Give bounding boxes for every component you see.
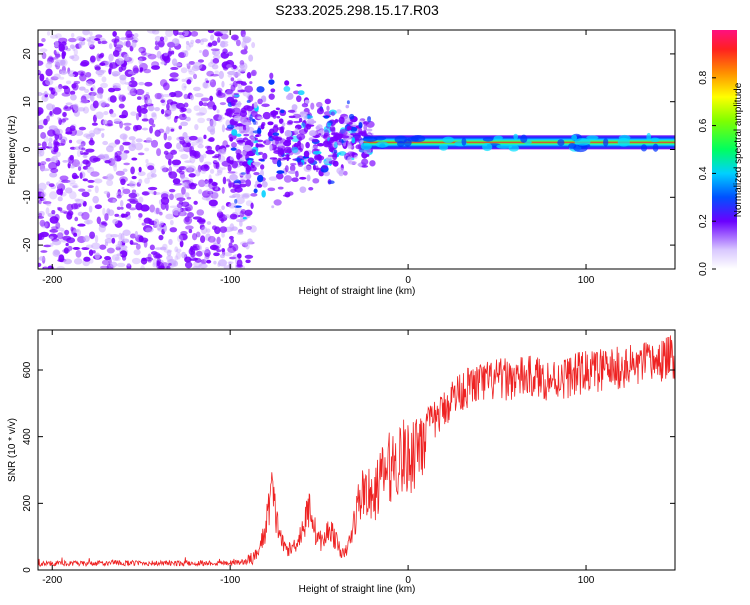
snr-background [38,330,675,570]
snr-xtick-label: 100 [578,575,595,586]
spectrogram-xlabel: Height of straight line (km) [299,286,416,297]
colorbar-tick-label: 0.6 [698,118,709,132]
snr-ytick-label: 200 [22,495,33,512]
signal-band [360,132,675,153]
snr-axes: -200 -100 0 100 0 200 400 600 [22,330,675,586]
snr-series-line [38,335,675,568]
spectrogram-ytick-label: 10 [22,96,33,108]
snr-panel: -200 -100 0 100 0 200 400 600 Height of straigh… [7,329,676,595]
colorbar-tick-label: 0.2 [698,214,709,228]
colorbar-gradient [712,30,737,269]
spectrogram-ytick-label: -10 [22,190,33,205]
snr-xtick-label: 0 [405,575,411,586]
colorbar-tick-label: 0.0 [698,262,709,276]
spectrogram-xtick-label: 100 [578,275,595,286]
figure-title: S233.2025.298.15.17.R03 [275,2,439,18]
snr-ytick-label: 600 [22,361,33,378]
spectrogram-ytick-label: 20 [22,48,33,60]
snr-xlabel: Height of straight line (km) [299,584,416,595]
colorbar: 0.0 0.2 0.4 0.6 0.8 Normalized spectral ampl… [698,30,744,276]
spectrogram-xtick-label: -100 [220,275,240,286]
colorbar-label: Normalized spectral amplitude [733,82,744,217]
spectrogram-ytick-label: 0 [22,146,33,152]
spectrogram-image [38,30,675,269]
snr-ytick-label: 0 [22,567,33,573]
noise-blobs [38,30,257,269]
spectrogram-ytick-label: -20 [22,237,33,252]
spectrogram-xtick-label: 0 [405,275,411,286]
colorbar-ticks: 0.0 0.2 0.4 0.6 0.8 [698,70,716,276]
spectrogram-ylabel: Frequency (Hz) [7,116,18,185]
spectrogram-xtick-label: -200 [42,275,62,286]
snr-xtick-label: -200 [42,575,62,586]
snr-ytick-label: 400 [22,428,33,445]
colorbar-tick-label: 0.4 [698,166,709,180]
snr-frame [37,329,676,571]
snr-xtick-label: -100 [220,575,240,586]
transition-blobs [226,69,376,231]
colorbar-tick-label: 0.8 [698,70,709,84]
snr-ylabel: SNR (10 * v/v) [7,418,18,482]
